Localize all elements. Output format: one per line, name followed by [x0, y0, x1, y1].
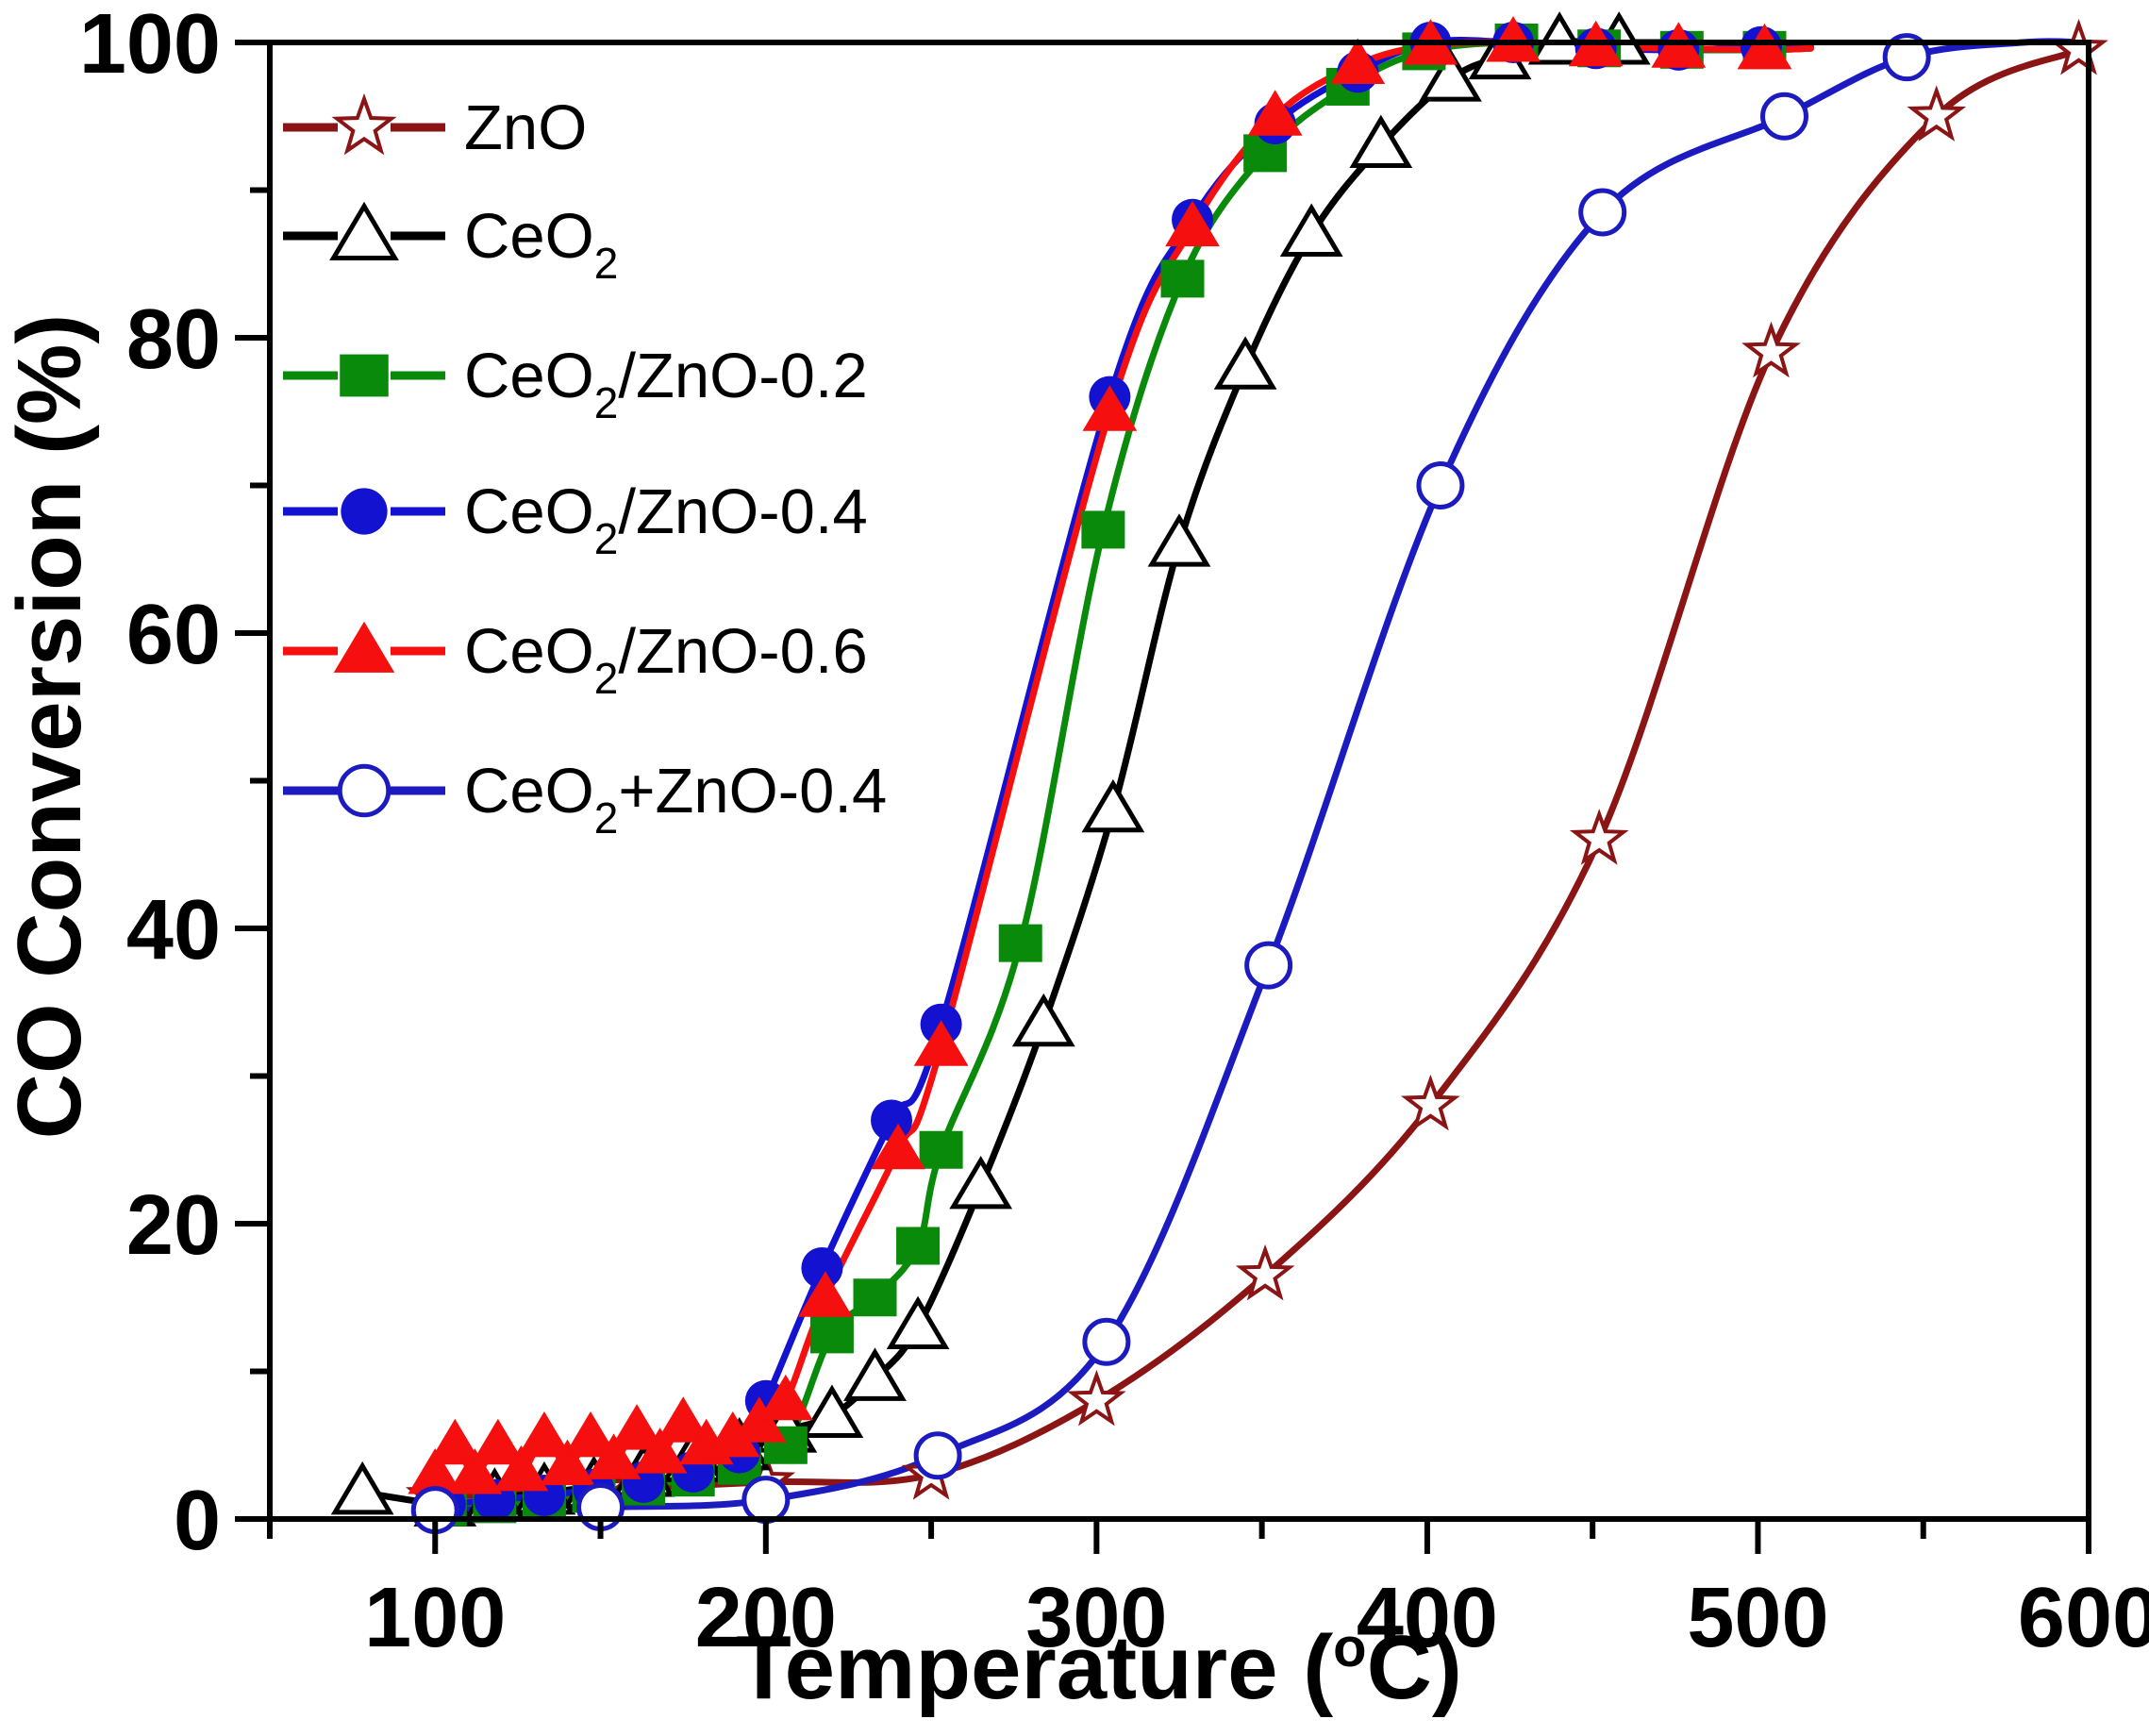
- legend-entry-ZnO: ZnO: [283, 92, 587, 163]
- y-tick-label: 0: [174, 1474, 221, 1568]
- legend-entry-CeO2/ZnO-0.2: CeO2/ZnO-0.2: [283, 341, 868, 427]
- x-tick-label: 600: [2018, 1571, 2149, 1665]
- plot-frame: [267, 40, 2091, 1522]
- y-axis-title: CO Conversion (%): [0, 314, 100, 1140]
- series-markers-CeO2/ZnO-0.6: [408, 16, 1792, 1494]
- y-tick-label: 80: [126, 292, 221, 387]
- y-tick-label: 20: [126, 1178, 221, 1273]
- legend: ZnO CeO2 CeO2/ZnO-0.2 CeO2/ZnO-0.4 CeO2/ZnO-…: [283, 92, 887, 843]
- tick-labels: 100 200 300 400 500 600 0 20 40 60 80 100: [79, 0, 2149, 1665]
- y-tick-label: 100: [79, 0, 221, 92]
- x-tick-label: 500: [1687, 1571, 1828, 1665]
- axes: [235, 40, 2091, 1554]
- x-axis-title: Temperature (oC): [736, 1617, 1462, 1718]
- x-tick-label: 400: [1357, 1571, 1498, 1665]
- series-markers-CeO2+ZnO-0.4: [410, 33, 1931, 1535]
- legend-label: CeO2/ZnO-0.4: [464, 476, 868, 563]
- legend-entry-CeO2+ZnO-0.4: CeO2+ZnO-0.4: [283, 756, 887, 843]
- legend-label: CeO2/ZnO-0.2: [464, 341, 868, 427]
- x-tick-label: 200: [695, 1571, 837, 1665]
- legend-entry-CeO2/ZnO-0.6: CeO2/ZnO-0.6: [283, 616, 868, 703]
- legend-label: CeO2+ZnO-0.4: [464, 756, 887, 843]
- x-tick-label: 300: [1025, 1571, 1167, 1665]
- legend-entry-CeO2: CeO2: [283, 201, 618, 288]
- x-tick-label: 100: [364, 1571, 506, 1665]
- legend-entry-CeO2/ZnO-0.4: CeO2/ZnO-0.4: [283, 476, 868, 563]
- y-tick-label: 60: [126, 588, 221, 682]
- y-tick-label: 40: [126, 883, 221, 977]
- legend-label: CeO2: [464, 201, 618, 288]
- legend-label: CeO2/ZnO-0.6: [464, 616, 868, 703]
- legend-label: ZnO: [464, 92, 587, 163]
